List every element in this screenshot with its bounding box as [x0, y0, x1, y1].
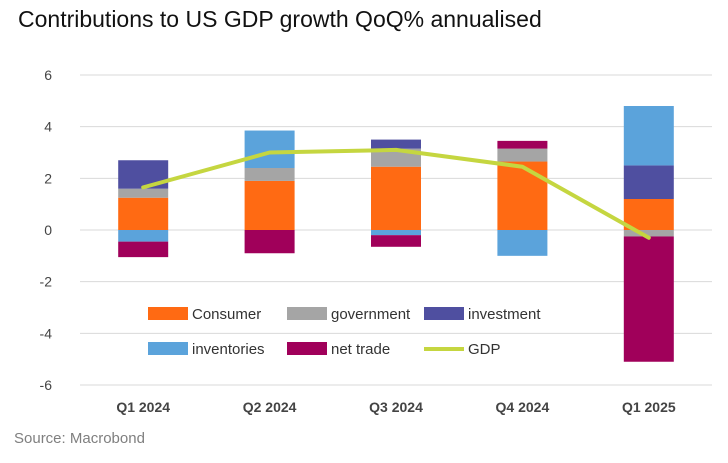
bar-net-trade-1	[118, 241, 169, 258]
bar-inventories-2	[244, 130, 295, 168]
bar-net-trade-3	[371, 235, 421, 247]
bar-net-trade-4	[497, 140, 548, 149]
legend-swatch	[287, 307, 327, 320]
bar-consumer-3	[371, 166, 421, 230]
y-tick-label: -4	[40, 325, 53, 341]
bar-inventories-4	[497, 230, 548, 256]
x-axis-ticks: Q1 2024 Q2 2024 Q3 2024 Q4 2024 Q1 2025	[116, 399, 676, 415]
legend-label: inventories	[192, 341, 265, 358]
gdp-line	[141, 147, 651, 240]
legend-label: GDP	[468, 341, 501, 358]
bar-consumer-5	[623, 199, 674, 230]
bar-government-2	[244, 168, 295, 181]
x-tick-label: Q3 2024	[369, 399, 423, 415]
y-tick-label: 6	[44, 67, 52, 83]
bar-inventories-1	[118, 230, 169, 242]
legend-label: investment	[468, 306, 541, 323]
bar-inventories-3	[371, 230, 421, 236]
x-tick-label: Q1 2024	[116, 399, 170, 415]
legend-label: government	[331, 306, 411, 323]
y-tick-label: 4	[44, 119, 52, 135]
y-tick-label: -2	[40, 274, 53, 290]
x-tick-label: Q1 2025	[622, 399, 676, 415]
bar-consumer-2	[244, 180, 295, 230]
bar-investment-3	[371, 139, 421, 149]
bar-investment-5	[623, 165, 674, 199]
x-tick-label: Q2 2024	[243, 399, 297, 415]
y-tick-label: -6	[40, 377, 53, 393]
source-note: Source: Macrobond	[14, 430, 145, 447]
bar-net-trade-2	[244, 230, 295, 254]
gridlines	[80, 74, 712, 386]
bar-stacks	[118, 106, 674, 362]
bar-consumer-1	[118, 197, 169, 230]
legend-swatch	[424, 307, 464, 320]
gdp-line-group	[141, 147, 651, 240]
y-axis-ticks: -6 -4 -2 0 2 4 6	[40, 67, 53, 393]
bar-government-5	[623, 230, 674, 237]
x-tick-label: Q4 2024	[496, 399, 550, 415]
y-tick-label: 0	[44, 222, 52, 238]
legend-label: Consumer	[192, 306, 261, 323]
bar-government-1	[118, 188, 169, 198]
bar-inventories-5	[623, 106, 674, 166]
bar-consumer-4	[497, 161, 548, 230]
legend: Consumer government investment inventories n…	[148, 306, 541, 358]
legend-swatch	[148, 307, 188, 320]
chart-title: Contributions to US GDP growth QoQ% annu…	[18, 6, 542, 32]
bar-net-trade-5	[623, 236, 674, 362]
bar-government-4	[497, 148, 548, 162]
legend-swatch	[287, 342, 327, 355]
y-tick-label: 2	[44, 170, 52, 186]
legend-label: net trade	[331, 341, 390, 358]
legend-swatch	[148, 342, 188, 355]
